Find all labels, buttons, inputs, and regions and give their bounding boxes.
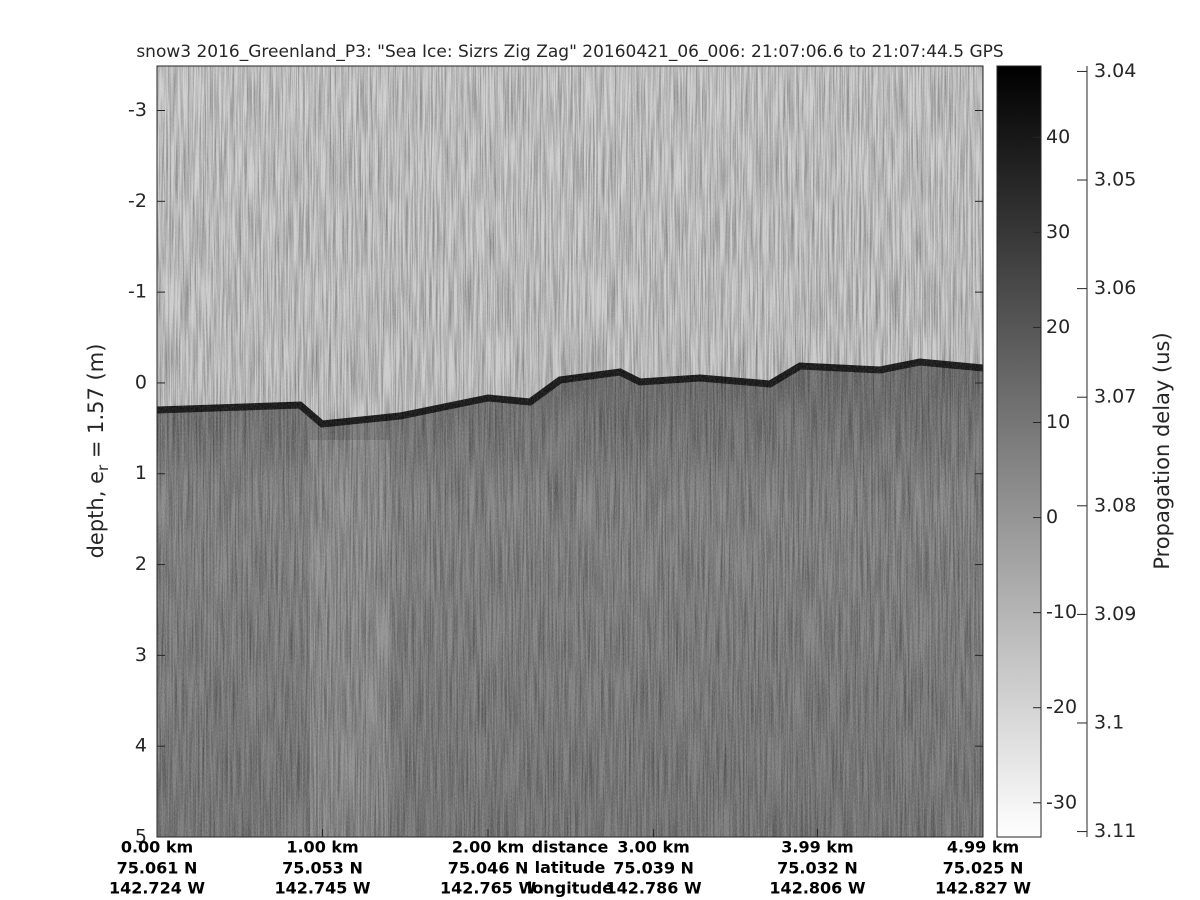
- y-axis-label: depth, er = 1.57 (m): [84, 344, 112, 559]
- y-label-sub: r: [94, 464, 112, 471]
- y2-tick-label: 3.11: [1094, 820, 1136, 842]
- y2-tick-label: 3.04: [1094, 60, 1136, 82]
- longitude-label: 142.765 W: [440, 879, 536, 898]
- y2-tick-label: 3.1: [1094, 711, 1124, 733]
- x-tick-label: 3.00 km: [617, 838, 689, 857]
- latitude-label: 75.061 N: [117, 859, 198, 878]
- y-label-part: depth, e: [84, 471, 108, 558]
- x-tick-label: 2.00 km: [452, 838, 524, 857]
- latitude-label: 75.053 N: [282, 859, 363, 878]
- y-label-part: = 1.57 (m): [84, 344, 108, 465]
- x-tick-label: 4.99 km: [947, 838, 1019, 857]
- colorbar-tick-label: -20: [1046, 696, 1077, 718]
- longitude-label: 142.806 W: [769, 879, 865, 898]
- longitude-label: 142.745 W: [274, 879, 370, 898]
- latitude-label: 75.025 N: [943, 859, 1024, 878]
- longitude-label: 142.827 W: [935, 879, 1031, 898]
- latitude-label: 75.032 N: [777, 859, 858, 878]
- colorbar-tick-label: 40: [1046, 126, 1070, 148]
- colorbar-tick-label: 20: [1046, 316, 1070, 338]
- x-tick-label: 3.99 km: [781, 838, 853, 857]
- y2-tick-label: 3.08: [1094, 494, 1136, 516]
- colorbar-tick-label: -30: [1046, 791, 1077, 813]
- latitude-label: 75.046 N: [448, 859, 529, 878]
- y-tick-label: -1: [128, 281, 147, 303]
- x-row-label: latitude: [535, 858, 606, 877]
- y2-tick-label: 3.09: [1094, 603, 1136, 625]
- longitude-label: 142.786 W: [606, 879, 702, 898]
- colorbar-tick-label: 0: [1046, 506, 1058, 528]
- y2-tick-label: 3.06: [1094, 277, 1136, 299]
- latitude-label: 75.039 N: [613, 859, 694, 878]
- y-tick-label: 4: [135, 735, 147, 757]
- x-row-label: longitude: [527, 879, 613, 898]
- y2-tick-label: 3.07: [1094, 386, 1136, 408]
- colorbar-tick-label: 30: [1046, 221, 1070, 243]
- y-tick-label: 1: [135, 462, 147, 484]
- colorbar-tick-label: 10: [1046, 411, 1070, 433]
- y-tick-label: -3: [128, 99, 147, 121]
- y-tick-label: 2: [135, 553, 147, 575]
- colorbar-tick-label: -10: [1046, 601, 1077, 623]
- chart-title: snow3 2016_Greenland_P3: "Sea Ice: Sizrs…: [136, 42, 1003, 62]
- x-row-label: distance: [532, 838, 609, 857]
- y-tick-label: -2: [128, 190, 147, 212]
- x-tick-label: 1.00 km: [286, 838, 358, 857]
- echogram-image: [157, 66, 983, 837]
- y2-axis-label: Propagation delay (us): [1150, 332, 1174, 569]
- y2-tick-label: 3.05: [1094, 169, 1136, 191]
- y-tick-label: 3: [135, 644, 147, 666]
- axes-box: [156, 65, 984, 838]
- longitude-label: 142.724 W: [109, 879, 205, 898]
- colorbar: [996, 65, 1042, 838]
- x-tick-label: 0.00 km: [121, 838, 193, 857]
- y-tick-label: 0: [135, 371, 147, 393]
- y-tick-label: 5: [135, 826, 147, 848]
